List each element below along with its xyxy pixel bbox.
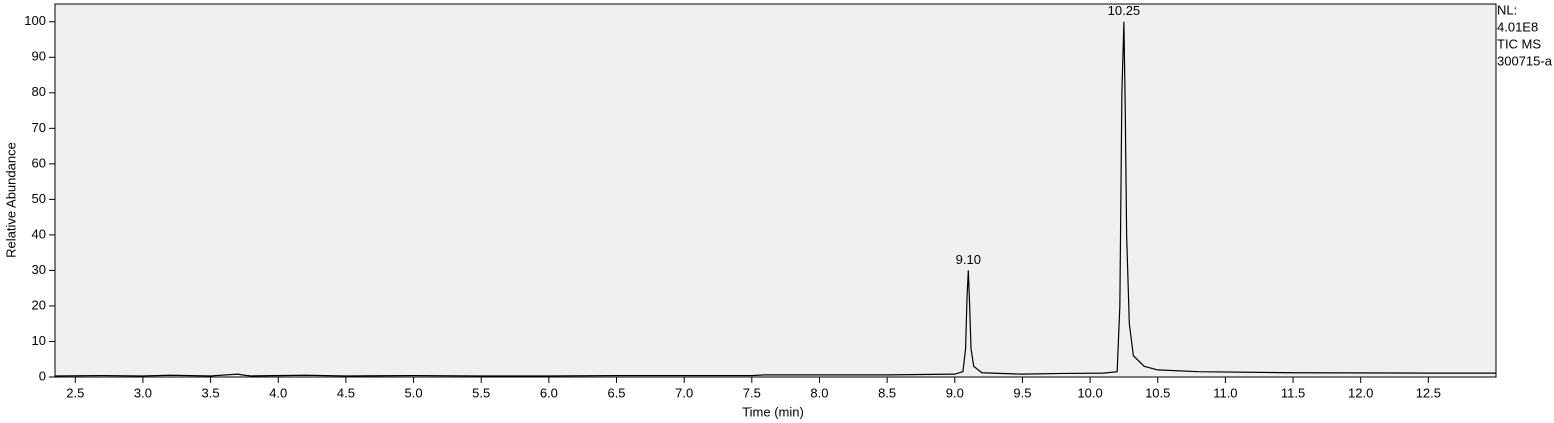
x-tick-label: 12.5: [1416, 385, 1441, 400]
side-info-text: NL:: [1497, 2, 1517, 17]
x-tick-label: 8.0: [810, 385, 828, 400]
x-tick-label: 3.5: [202, 385, 220, 400]
x-tick-label: 7.0: [675, 385, 693, 400]
y-tick-label: 60: [32, 155, 46, 170]
plot-area: [54, 3, 1497, 378]
x-tick-label: 11.5: [1281, 385, 1305, 400]
x-tick-label: 9.0: [946, 385, 964, 400]
x-tick-label: 10.0: [1077, 385, 1102, 400]
y-tick-label: 90: [32, 49, 46, 64]
x-tick-label: 5.5: [472, 385, 490, 400]
y-tick-label: 30: [32, 262, 46, 277]
y-tick-label: 40: [32, 226, 46, 241]
x-axis-label: Time (min): [742, 404, 804, 419]
x-tick-label: 12.0: [1348, 385, 1373, 400]
y-tick-label: 10: [32, 333, 46, 348]
x-tick-label: 6.0: [540, 385, 558, 400]
x-tick-label: 2.5: [66, 385, 84, 400]
y-tick-label: 20: [32, 297, 46, 312]
x-tick-label: 11.0: [1213, 385, 1237, 400]
y-tick-label: 0: [39, 368, 46, 383]
side-info-text: 4.01E8: [1497, 19, 1538, 34]
x-tick-label: 6.5: [607, 385, 625, 400]
side-info-text: TIC MS: [1497, 36, 1541, 51]
x-tick-label: 7.5: [743, 385, 761, 400]
x-tick-label: 10.5: [1145, 385, 1170, 400]
x-tick-label: 4.5: [337, 385, 355, 400]
peak-label: 10.25: [1108, 3, 1141, 18]
x-tick-label: 8.5: [878, 385, 896, 400]
side-info-text: 300715-a: [1497, 53, 1553, 68]
x-tick-label: 4.0: [269, 385, 287, 400]
y-tick-label: 80: [32, 84, 46, 99]
y-axis-label: Relative Abundance: [3, 142, 18, 258]
peak-label: 9.10: [956, 252, 981, 267]
x-tick-label: 9.5: [1013, 385, 1031, 400]
y-tick-label: 100: [24, 13, 46, 28]
x-tick-label: 3.0: [134, 385, 152, 400]
trace: [54, 21, 1496, 377]
y-tick-label: 70: [32, 120, 46, 135]
x-tick-label: 5.0: [405, 385, 423, 400]
y-tick-label: 50: [32, 191, 46, 206]
